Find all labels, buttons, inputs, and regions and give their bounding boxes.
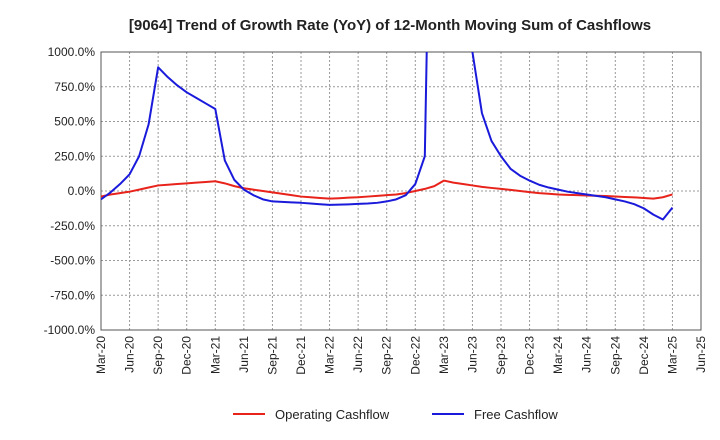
- x-axis-tick-labels: Mar-20 Jun-20 Sep-20 Dec-20 Mar-21 Jun-21 Sep-…: [94, 336, 708, 375]
- legend-label: Free Cashflow: [474, 407, 558, 422]
- x-tick-label: Dec-23: [523, 336, 537, 375]
- series-line-operating-cashflow: [101, 179, 673, 200]
- x-tick-label: Sep-23: [494, 336, 508, 375]
- x-tick-label: Jun-22: [351, 336, 365, 373]
- x-tick-label: Mar-24: [551, 336, 565, 374]
- x-tick-label: Sep-22: [380, 336, 394, 375]
- y-tick-label: -250.0%: [50, 219, 95, 233]
- x-tick-label: Dec-22: [408, 336, 422, 375]
- y-tick-label: 250.0%: [54, 149, 95, 163]
- x-tick-label: Jun-20: [123, 336, 137, 373]
- y-tick-label: 0.0%: [68, 184, 96, 198]
- y-tick-label: 1000.0%: [48, 45, 96, 59]
- chart-title: [9064] Trend of Growth Rate (YoY) of 12-…: [129, 17, 651, 34]
- series-layer: [101, 52, 674, 221]
- y-tick-label: 750.0%: [54, 80, 95, 94]
- y-axis-tick-labels: 1000.0% 750.0% 500.0% 250.0% 0.0% -250.0% -500…: [44, 45, 96, 337]
- x-tick-label: Dec-21: [294, 336, 308, 375]
- y-tick-label: -500.0%: [50, 254, 95, 268]
- x-tick-label: Jun-25: [694, 336, 708, 373]
- legend: Operating Cashflow Free Cashflow: [233, 407, 558, 422]
- x-tick-label: Dec-24: [637, 336, 651, 375]
- x-tick-label: Mar-23: [437, 336, 451, 374]
- plot-area-border: [100, 51, 702, 331]
- x-tick-label: Sep-21: [265, 336, 279, 375]
- x-tick-label: Jun-23: [465, 336, 479, 373]
- y-tick-label: -750.0%: [50, 288, 95, 302]
- legend-label: Operating Cashflow: [275, 407, 390, 422]
- x-tick-label: Jun-24: [580, 336, 594, 373]
- x-tick-label: Sep-20: [151, 336, 165, 375]
- y-tick-label: 500.0%: [54, 115, 95, 129]
- x-tick-label: Mar-22: [323, 336, 337, 374]
- series-line-free-cashflow: [101, 52, 674, 221]
- x-tick-label: Jun-21: [237, 336, 251, 373]
- x-tick-label: Mar-20: [94, 336, 108, 374]
- y-tick-label: -1000.0%: [44, 323, 96, 337]
- x-tick-label: Mar-25: [665, 336, 679, 374]
- x-tick-label: Mar-21: [208, 336, 222, 374]
- x-tick-label: Dec-20: [180, 336, 194, 375]
- x-tick-label: Sep-24: [608, 336, 622, 375]
